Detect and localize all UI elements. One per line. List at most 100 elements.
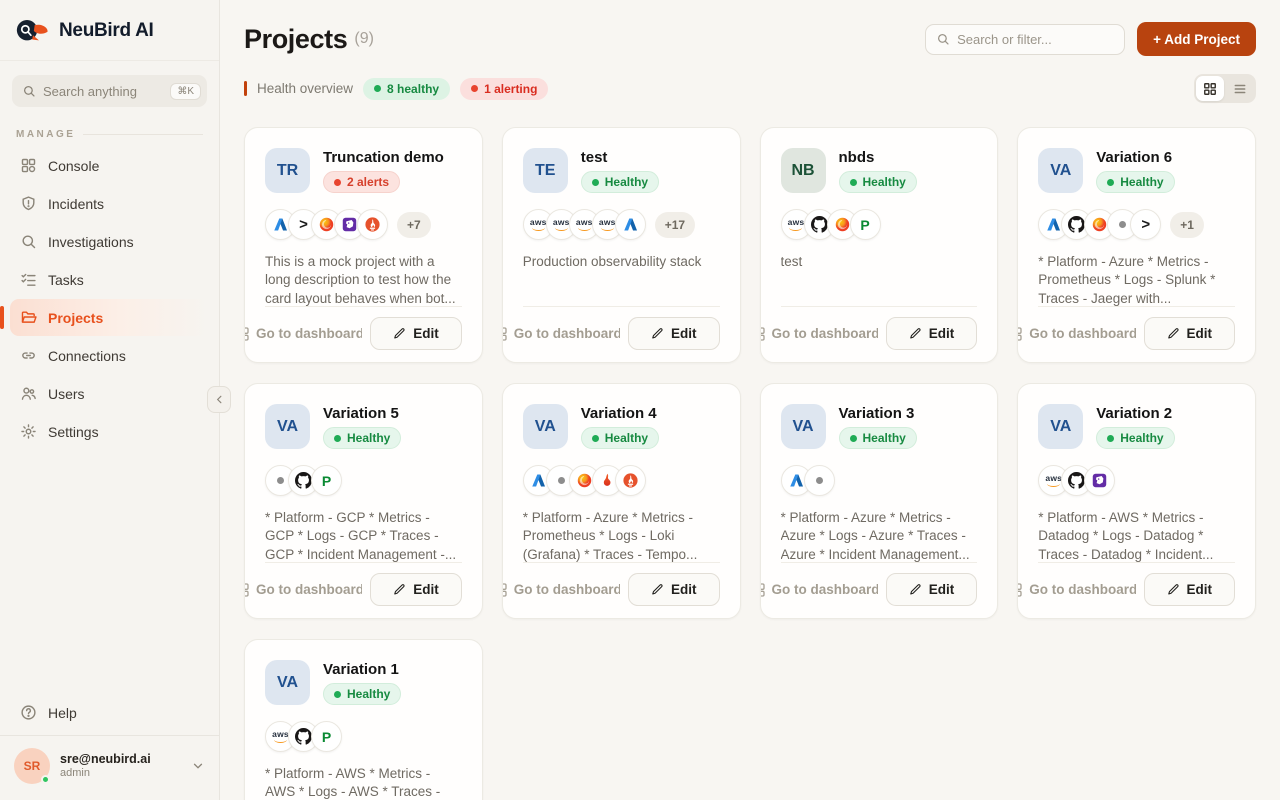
- edit-label: Edit: [671, 326, 697, 341]
- project-avatar: VA: [780, 404, 826, 449]
- user-email: sre@neubird.ai: [60, 751, 151, 766]
- go-to-dashboard-link[interactable]: Go to dashboard: [760, 326, 878, 342]
- grid-view-button[interactable]: [1196, 76, 1224, 101]
- icon-overflow-badge: +1: [1170, 211, 1204, 238]
- go-to-dashboard-link[interactable]: Go to dashboard: [244, 326, 362, 342]
- add-project-button[interactable]: + Add Project: [1137, 22, 1256, 56]
- link-icon: [20, 347, 37, 364]
- pagerduty-icon: P: [311, 465, 342, 496]
- status-dot: [334, 690, 341, 698]
- go-to-dashboard-link[interactable]: Go to dashboard: [1018, 326, 1136, 342]
- edit-button[interactable]: Edit: [628, 317, 720, 350]
- project-card: VA Variation 3 Healthy * Platform - Azure *…: [759, 383, 999, 619]
- prometheus-icon: [614, 465, 646, 496]
- dashboard-icon: [502, 326, 508, 342]
- dashboard-icon: [244, 326, 250, 342]
- service-icons: aws: [1038, 465, 1235, 496]
- gear-icon: [20, 423, 37, 440]
- status-dot: [334, 178, 341, 186]
- go-to-dashboard-link[interactable]: Go to dashboard: [502, 582, 620, 598]
- project-title: Truncation demo: [323, 149, 444, 166]
- status-badge: Healthy: [323, 683, 402, 705]
- list-view-button[interactable]: [1226, 76, 1254, 101]
- project-card: VA Variation 2 Healthy aws * Platform - AWS …: [1017, 383, 1256, 619]
- edit-button[interactable]: Edit: [1143, 317, 1235, 350]
- brand: NeuBird AI: [0, 0, 219, 61]
- alerting-dot: [471, 85, 479, 92]
- status-dot: [591, 178, 599, 186]
- sidebar-search-input[interactable]: Search anything ⌘K: [12, 75, 207, 107]
- go-to-dashboard-label: Go to dashboard: [256, 582, 363, 597]
- project-description: This is a mock project with a long descr…: [265, 254, 456, 306]
- sidebar-item-label: Tasks: [48, 271, 84, 288]
- projects-search-input[interactable]: Search or filter...: [925, 23, 1126, 55]
- pagerduty-icon: P: [311, 721, 342, 752]
- edit-button[interactable]: Edit: [370, 573, 462, 606]
- users-icon: [20, 385, 37, 402]
- dashboard-icon: [1018, 582, 1023, 598]
- go-to-dashboard-link[interactable]: Go to dashboard: [244, 582, 362, 598]
- console-grid-icon: [20, 157, 37, 174]
- status-badge: Healthy: [838, 171, 917, 193]
- sidebar-item-label: Incidents: [48, 195, 105, 212]
- sidebar-item-users[interactable]: Users: [10, 375, 209, 412]
- pencil-icon: [1167, 327, 1180, 340]
- edit-button[interactable]: Edit: [885, 573, 978, 606]
- dashboard-icon: [760, 326, 765, 342]
- sidebar-item-tasks[interactable]: Tasks: [10, 261, 209, 298]
- status-badge: Healthy: [1096, 171, 1175, 193]
- main-content: Projects (9) Search or filter... + Add P…: [220, 0, 1280, 800]
- project-description: * Platform - AWS * Metrics - Datadog * L…: [1038, 510, 1214, 562]
- project-card: VA Variation 5 Healthy P * Platform - GCP * …: [244, 383, 483, 619]
- icon-overflow-badge: +7: [397, 211, 431, 238]
- project-avatar: TE: [522, 148, 568, 193]
- sidebar-item-label: Investigations: [48, 233, 134, 250]
- sidebar-item-incidents[interactable]: Incidents: [10, 185, 209, 222]
- pencil-icon: [651, 583, 664, 596]
- project-description: * Platform - Azure * Metrics - Prometheu…: [1038, 254, 1216, 306]
- edit-button[interactable]: Edit: [628, 573, 720, 606]
- dashboard-icon: [502, 582, 508, 598]
- magnifier-icon: [20, 233, 37, 250]
- status-dot: [849, 434, 857, 442]
- edit-button[interactable]: Edit: [1143, 573, 1235, 606]
- online-status-dot: [41, 775, 50, 784]
- health-overview-label: Health overview: [257, 81, 354, 96]
- help-label: Help: [48, 704, 77, 721]
- status-badge: 2 alerts: [323, 171, 401, 193]
- go-to-dashboard-label: Go to dashboard: [513, 582, 620, 597]
- edit-button[interactable]: Edit: [885, 317, 978, 350]
- project-title: Variation 3: [838, 405, 915, 422]
- edit-button[interactable]: Edit: [370, 317, 462, 350]
- pencil-icon: [909, 583, 922, 596]
- healthy-dot: [374, 85, 382, 92]
- service-icons: [780, 465, 978, 496]
- user-menu[interactable]: SR sre@neubird.ai admin: [0, 735, 219, 800]
- sidebar-item-investigations[interactable]: Investigations: [10, 223, 209, 260]
- sidebar-item-projects[interactable]: Projects: [0, 299, 209, 336]
- alerting-count-badge: 1 alerting: [460, 77, 549, 100]
- edit-label: Edit: [413, 326, 439, 341]
- sidebar-item-label: Connections: [48, 347, 126, 364]
- project-description: * Platform - Azure * Metrics - Prometheu…: [522, 510, 698, 562]
- sidebar-item-console[interactable]: Console: [10, 147, 209, 184]
- edit-label: Edit: [413, 582, 439, 597]
- pencil-icon: [651, 327, 664, 340]
- sidebar-collapse-button[interactable]: [207, 386, 231, 413]
- status-badge: Healthy: [323, 427, 402, 449]
- go-to-dashboard-link[interactable]: Go to dashboard: [502, 326, 620, 342]
- status-dot: [334, 434, 341, 442]
- project-card: VA Variation 1 Healthy aws P * Platform - AWS…: [244, 639, 483, 800]
- projects-search-placeholder: Search or filter...: [957, 31, 1052, 47]
- go-to-dashboard-link[interactable]: Go to dashboard: [760, 582, 878, 598]
- azure-icon: [614, 209, 646, 240]
- sidebar-item-label: Console: [48, 157, 100, 174]
- sidebar-item-settings[interactable]: Settings: [10, 413, 209, 450]
- project-title: Variation 6: [1096, 149, 1173, 166]
- go-to-dashboard-link[interactable]: Go to dashboard: [1018, 582, 1136, 598]
- sidebar-item-connections[interactable]: Connections: [10, 337, 209, 374]
- go-to-dashboard-label: Go to dashboard: [1029, 582, 1136, 597]
- sidebar-item-help[interactable]: Help: [0, 694, 219, 735]
- service-icons: [522, 465, 720, 496]
- search-icon: [936, 32, 950, 46]
